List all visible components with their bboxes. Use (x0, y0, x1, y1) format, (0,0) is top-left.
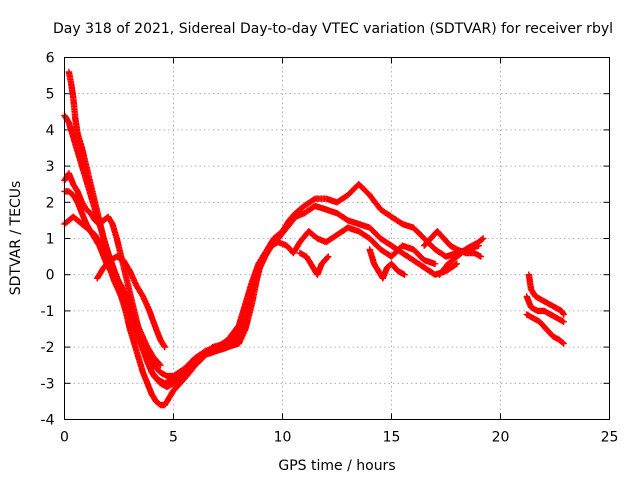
x-axis-label: GPS time / hours (278, 458, 395, 474)
data-series (421, 228, 485, 260)
data-point-markers (436, 235, 487, 278)
y-tick-label: -2 (41, 340, 55, 356)
data-point-markers (525, 271, 567, 318)
grid (64, 57, 610, 420)
plot-frame (64, 57, 610, 420)
y-tick-label: 4 (46, 123, 55, 139)
y-tick-label: -4 (41, 413, 55, 429)
x-tick-label: 15 (383, 430, 401, 446)
y-tick-label: 5 (46, 87, 55, 103)
data-point-markers (523, 311, 567, 347)
y-tick-label: 0 (46, 268, 55, 284)
data-series (523, 293, 567, 325)
x-tick-label: 5 (169, 430, 178, 446)
axis-ticks: 0 5 10 15 20 25 -4 -3 -2 -1 0 1 2 3 4 5 6 (41, 51, 619, 446)
y-tick-label: 1 (46, 232, 55, 248)
y-tick-label: -3 (41, 376, 55, 392)
y-tick-label: -1 (41, 304, 55, 320)
y-tick-label: 3 (46, 159, 55, 175)
data-point-markers (366, 246, 408, 282)
x-tick-label: 10 (274, 430, 292, 446)
data-series (94, 253, 168, 351)
chart-title: Day 318 of 2021, Sidereal Day-to-day VTE… (53, 21, 613, 37)
x-tick-label: 0 (60, 430, 69, 446)
data-point-markers (61, 213, 164, 369)
data-series (296, 249, 332, 278)
y-axis-label: SDTVAR / TECUs (8, 181, 24, 296)
data-point-markers (421, 228, 485, 260)
data-series (523, 311, 567, 347)
x-tick-label: 25 (601, 430, 619, 446)
data-series (525, 271, 567, 318)
data-series (436, 235, 487, 278)
data-point-markers (296, 249, 332, 278)
y-tick-label: 2 (46, 195, 55, 211)
data-point-markers (523, 293, 567, 325)
x-tick-label: 20 (492, 430, 510, 446)
y-tick-label: 6 (46, 51, 55, 67)
data-series (61, 213, 164, 369)
data-series (366, 246, 408, 282)
data-point-markers (94, 253, 168, 351)
